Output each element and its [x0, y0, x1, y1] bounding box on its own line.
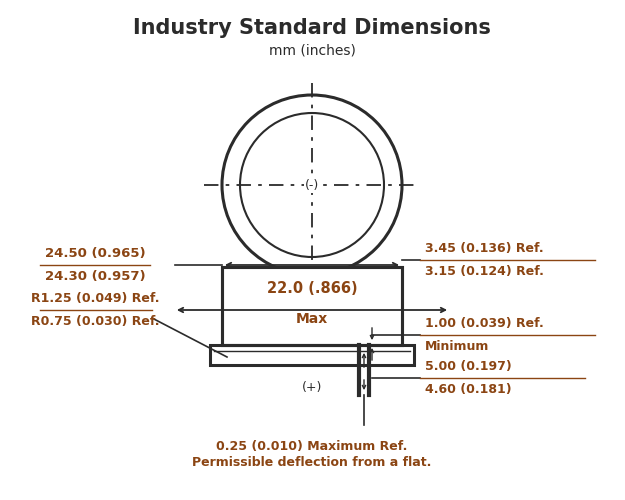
Text: Max: Max [296, 312, 328, 326]
Text: R0.75 (0.030) Ref.: R0.75 (0.030) Ref. [31, 315, 159, 328]
Bar [224, 267, 400, 343]
Text: 3.15 (0.124) Ref.: 3.15 (0.124) Ref. [425, 265, 544, 278]
Text: Minimum: Minimum [425, 340, 489, 353]
Text: R1.25 (0.049) Ref.: R1.25 (0.049) Ref. [31, 292, 159, 305]
Bar [222, 267, 402, 345]
Bar [210, 345, 414, 365]
Text: 1.00 (0.039) Ref.: 1.00 (0.039) Ref. [425, 317, 544, 330]
Text: 24.50 (0.965): 24.50 (0.965) [45, 247, 145, 260]
Text: 3.45 (0.136) Ref.: 3.45 (0.136) Ref. [425, 242, 544, 255]
Text: (+): (+) [302, 382, 322, 394]
Text: 5.00 (0.197): 5.00 (0.197) [425, 360, 512, 373]
Text: Industry Standard Dimensions: Industry Standard Dimensions [133, 18, 491, 38]
Text: mm (inches): mm (inches) [269, 44, 356, 58]
Text: 24.30 (0.957): 24.30 (0.957) [45, 270, 145, 283]
Bar [222, 267, 402, 345]
Text: Permissible deflection from a flat.: Permissible deflection from a flat. [192, 456, 432, 469]
Text: 0.25 (0.010) Maximum Ref.: 0.25 (0.010) Maximum Ref. [216, 440, 408, 453]
Text: 22.0 (.866): 22.0 (.866) [267, 281, 358, 296]
Text: 4.60 (0.181): 4.60 (0.181) [425, 383, 512, 396]
Text: (-): (-) [305, 178, 319, 192]
